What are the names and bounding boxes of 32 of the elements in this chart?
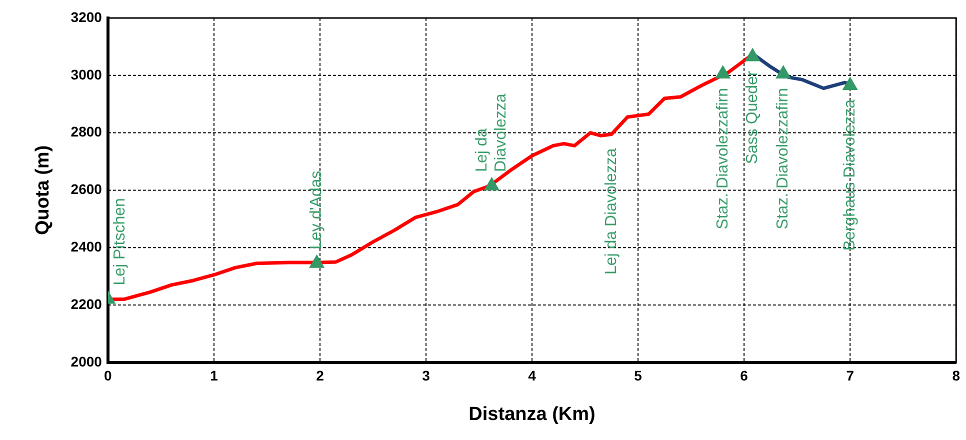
x-tick-label: 0 — [104, 368, 112, 384]
point — [484, 177, 500, 190]
x-tick-label: 7 — [846, 368, 854, 384]
annotation: Lej da Diavolezza — [602, 148, 620, 275]
annotation: Berghaus Diavolezza — [841, 99, 858, 251]
point — [776, 65, 791, 78]
x-tick-label: 8 — [952, 368, 960, 384]
point — [745, 48, 760, 62]
annotation: Staz. Diavolezzafirn — [774, 88, 792, 230]
annotation: Staz. Diavolezzafirn — [714, 88, 732, 230]
x-tick-label: 6 — [740, 368, 748, 384]
y-tick-label: 2000 — [70, 353, 102, 370]
x-tick-label: 5 — [634, 368, 642, 384]
y-tick-label: 2800 — [70, 124, 102, 140]
y-axis-title: Quota (m) — [32, 145, 54, 236]
x-tick-label: 4 — [528, 368, 536, 384]
y-tick-label: 2400 — [70, 238, 102, 254]
x-axis-title: Distanza (Km) — [468, 404, 596, 425]
annotation: Sass Queder — [744, 70, 761, 164]
annotation: Lej Pitschen — [111, 198, 128, 286]
y-tick-label: 3000 — [70, 66, 102, 82]
x-tick-label: 1 — [210, 368, 218, 384]
point — [842, 76, 858, 90]
y-tick-label: 3200 — [70, 8, 102, 25]
point — [309, 254, 324, 268]
x-tick-label: 3 — [422, 368, 430, 384]
x-tick-label: 2 — [316, 368, 324, 384]
y-tick-label: 2600 — [70, 181, 102, 198]
annotation: Ley d'Adas — [308, 170, 326, 250]
y-tick-label: 2200 — [70, 296, 102, 312]
annotation: Lej da Diavolezza — [474, 94, 510, 172]
point — [715, 65, 730, 78]
